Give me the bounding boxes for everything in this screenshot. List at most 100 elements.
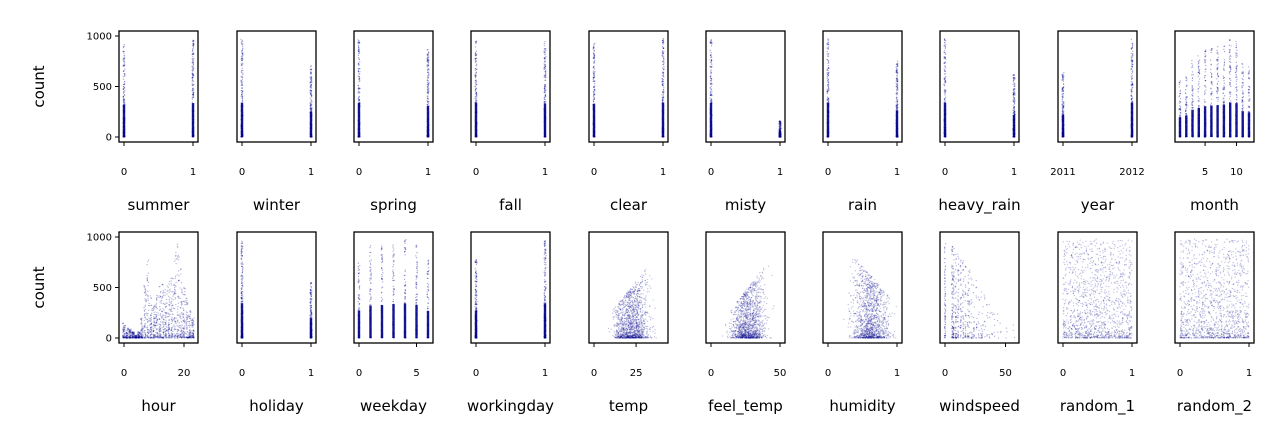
point bbox=[592, 52, 595, 54]
point bbox=[1012, 93, 1015, 96]
point bbox=[1229, 58, 1231, 60]
point bbox=[663, 50, 665, 53]
point bbox=[1217, 53, 1219, 55]
point bbox=[1198, 82, 1200, 85]
point bbox=[1130, 80, 1132, 83]
point bbox=[544, 96, 546, 98]
point bbox=[122, 50, 124, 53]
dense-band bbox=[1185, 115, 1188, 137]
point bbox=[124, 80, 126, 83]
point bbox=[1235, 73, 1237, 76]
point bbox=[122, 70, 125, 72]
point bbox=[192, 62, 195, 64]
point bbox=[943, 78, 946, 80]
point bbox=[778, 121, 781, 123]
point bbox=[475, 76, 477, 78]
point bbox=[426, 57, 428, 60]
point bbox=[543, 48, 546, 50]
point bbox=[593, 43, 595, 45]
point bbox=[1063, 112, 1065, 114]
point bbox=[1216, 73, 1219, 75]
point bbox=[1014, 77, 1016, 79]
point bbox=[241, 56, 244, 58]
point bbox=[123, 81, 125, 83]
point bbox=[123, 93, 126, 96]
point bbox=[1230, 61, 1232, 63]
point bbox=[826, 76, 829, 78]
x-tick-label: 1 bbox=[308, 167, 314, 178]
point bbox=[711, 42, 713, 44]
point bbox=[710, 72, 713, 74]
point bbox=[592, 67, 594, 69]
point bbox=[1223, 51, 1226, 53]
point bbox=[1223, 101, 1225, 104]
point bbox=[1205, 50, 1207, 52]
point bbox=[1223, 68, 1225, 71]
point bbox=[1014, 92, 1016, 94]
point bbox=[122, 59, 124, 62]
axes-frame bbox=[705, 30, 786, 143]
point bbox=[1223, 45, 1226, 47]
point bbox=[192, 49, 194, 52]
point bbox=[827, 55, 829, 57]
point bbox=[192, 93, 195, 95]
point bbox=[123, 83, 125, 86]
point bbox=[192, 91, 194, 93]
point bbox=[124, 74, 126, 76]
point bbox=[193, 43, 195, 45]
point bbox=[1230, 45, 1232, 47]
point bbox=[241, 52, 243, 54]
point bbox=[358, 87, 360, 89]
point bbox=[311, 100, 313, 103]
point bbox=[1197, 99, 1199, 102]
point bbox=[1012, 77, 1015, 79]
point bbox=[357, 91, 359, 93]
point bbox=[123, 57, 126, 59]
point bbox=[192, 94, 195, 96]
point bbox=[709, 41, 711, 43]
point bbox=[1235, 61, 1238, 64]
point bbox=[897, 106, 899, 109]
point bbox=[1211, 73, 1213, 75]
point bbox=[1229, 81, 1231, 84]
point bbox=[1223, 62, 1226, 64]
point bbox=[826, 53, 828, 55]
point bbox=[1191, 71, 1194, 73]
point bbox=[192, 76, 194, 79]
x-tick-label: 0 bbox=[942, 167, 948, 178]
point bbox=[780, 127, 782, 129]
point bbox=[1130, 94, 1132, 97]
point bbox=[943, 68, 945, 70]
point bbox=[1217, 90, 1219, 92]
point bbox=[358, 48, 360, 50]
point bbox=[1191, 62, 1193, 65]
point bbox=[828, 97, 830, 99]
point bbox=[896, 98, 898, 100]
point bbox=[123, 91, 125, 93]
point bbox=[663, 76, 665, 78]
point bbox=[711, 63, 713, 65]
point bbox=[661, 94, 663, 96]
point bbox=[1179, 101, 1182, 104]
point bbox=[358, 99, 361, 101]
point bbox=[543, 68, 545, 71]
point bbox=[242, 90, 244, 93]
point bbox=[309, 90, 311, 92]
point bbox=[1062, 80, 1065, 82]
point bbox=[1242, 90, 1244, 92]
point bbox=[242, 40, 244, 42]
dense-band bbox=[1203, 106, 1207, 137]
point bbox=[827, 67, 830, 69]
point bbox=[123, 69, 125, 72]
point bbox=[662, 88, 664, 91]
point bbox=[1223, 87, 1225, 89]
point bbox=[1132, 70, 1134, 72]
point bbox=[1191, 106, 1193, 109]
point bbox=[122, 65, 125, 67]
point bbox=[826, 98, 828, 100]
point bbox=[124, 55, 126, 57]
point bbox=[241, 57, 243, 59]
point bbox=[828, 82, 830, 84]
